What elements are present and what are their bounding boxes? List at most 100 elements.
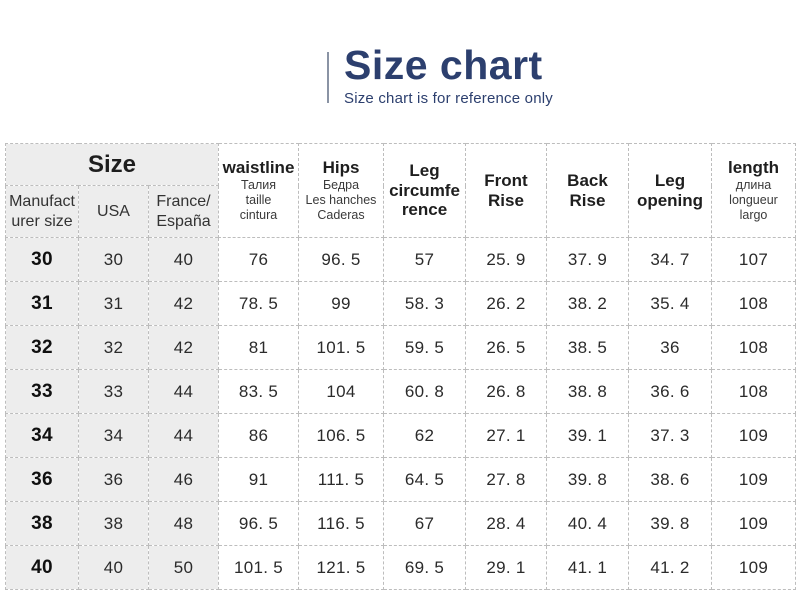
- cell-france-espana: 48: [148, 501, 219, 546]
- cell-france-espana: 42: [148, 281, 219, 326]
- column-header-label: Hips: [322, 157, 360, 177]
- column-header-label: Leg opening: [636, 170, 704, 210]
- cell-usa: 33: [78, 369, 149, 414]
- cell-hips: 101. 5: [298, 325, 384, 370]
- cell-back-rise: 39. 1: [546, 413, 629, 458]
- cell-length: 108: [711, 369, 796, 414]
- cell-manufacturer-size: 33: [5, 369, 79, 414]
- cell-waistline: 101. 5: [218, 545, 299, 590]
- cell-usa: 30: [78, 237, 149, 282]
- table-body: 30 30 40 76 96. 5 57 25. 9 37. 9 34. 7 107 31 31 42 7…: [5, 237, 796, 590]
- column-header-usa: USA: [78, 185, 149, 238]
- page-title: Size chart: [344, 42, 543, 88]
- cell-length: 109: [711, 457, 796, 502]
- table-header-group-row: Size waistline Талия taille cintura Hips…: [5, 143, 796, 238]
- table-row: 34 34 44 86 106. 5 62 27. 1 39. 1 37. 3 109: [5, 413, 796, 458]
- cell-france-espana: 46: [148, 457, 219, 502]
- cell-length: 109: [711, 545, 796, 590]
- cell-leg-circumference: 59. 5: [383, 325, 466, 370]
- cell-leg-opening: 37. 3: [628, 413, 712, 458]
- column-group-header-size: Size: [5, 143, 219, 186]
- cell-usa: 34: [78, 413, 149, 458]
- cell-back-rise: 38. 8: [546, 369, 629, 414]
- cell-back-rise: 38. 5: [546, 325, 629, 370]
- cell-usa: 32: [78, 325, 149, 370]
- cell-manufacturer-size: 30: [5, 237, 79, 282]
- cell-usa: 40: [78, 545, 149, 590]
- cell-length: 107: [711, 237, 796, 282]
- cell-leg-opening: 41. 2: [628, 545, 712, 590]
- cell-hips: 104: [298, 369, 384, 414]
- table-row: 40 40 50 101. 5 121. 5 69. 5 29. 1 41. 1 41. 2 10…: [5, 545, 796, 590]
- cell-leg-opening: 35. 4: [628, 281, 712, 326]
- cell-length: 109: [711, 413, 796, 458]
- column-header-front-rise: Front Rise: [465, 143, 547, 238]
- cell-leg-opening: 36. 6: [628, 369, 712, 414]
- cell-back-rise: 41. 1: [546, 545, 629, 590]
- column-header-waistline: waistline Талия taille cintura: [218, 143, 299, 238]
- cell-leg-circumference: 62: [383, 413, 466, 458]
- column-header-manufacturer-size: Manufacturer size: [5, 185, 79, 238]
- page-subtitle: Size chart is for reference only: [344, 90, 553, 108]
- cell-leg-circumference: 67: [383, 501, 466, 546]
- cell-waistline: 78. 5: [218, 281, 299, 326]
- column-header-label: length: [728, 157, 779, 177]
- cell-length: 109: [711, 501, 796, 546]
- column-header-subtext: длина longueur largo: [729, 178, 778, 223]
- cell-usa: 31: [78, 281, 149, 326]
- column-header-leg-opening: Leg opening: [628, 143, 712, 238]
- cell-hips: 99: [298, 281, 384, 326]
- cell-france-espana: 42: [148, 325, 219, 370]
- cell-front-rise: 28. 4: [465, 501, 547, 546]
- cell-manufacturer-size: 34: [5, 413, 79, 458]
- cell-leg-circumference: 60. 8: [383, 369, 466, 414]
- cell-leg-opening: 34. 7: [628, 237, 712, 282]
- cell-hips: 96. 5: [298, 237, 384, 282]
- cell-back-rise: 38. 2: [546, 281, 629, 326]
- table-row: 30 30 40 76 96. 5 57 25. 9 37. 9 34. 7 107: [5, 237, 796, 282]
- cell-waistline: 91: [218, 457, 299, 502]
- cell-leg-circumference: 69. 5: [383, 545, 466, 590]
- cell-manufacturer-size: 38: [5, 501, 79, 546]
- cell-hips: 106. 5: [298, 413, 384, 458]
- table-row: 36 36 46 91 111. 5 64. 5 27. 8 39. 8 38. 6 109: [5, 457, 796, 502]
- cell-leg-circumference: 58. 3: [383, 281, 466, 326]
- title-text: Size chart Size chart is for reference o…: [344, 42, 553, 108]
- cell-france-espana: 44: [148, 413, 219, 458]
- table-row: 33 33 44 83. 5 104 60. 8 26. 8 38. 8 36. 6 108: [5, 369, 796, 414]
- column-header-hips: Hips Бедра Les hanches Caderas: [298, 143, 384, 238]
- cell-front-rise: 25. 9: [465, 237, 547, 282]
- cell-length: 108: [711, 281, 796, 326]
- cell-back-rise: 40. 4: [546, 501, 629, 546]
- cell-back-rise: 39. 8: [546, 457, 629, 502]
- cell-front-rise: 26. 2: [465, 281, 547, 326]
- cell-waistline: 96. 5: [218, 501, 299, 546]
- cell-manufacturer-size: 36: [5, 457, 79, 502]
- cell-back-rise: 37. 9: [546, 237, 629, 282]
- title-accent-bar: [327, 52, 329, 104]
- cell-manufacturer-size: 32: [5, 325, 79, 370]
- cell-leg-circumference: 57: [383, 237, 466, 282]
- cell-leg-opening: 38. 6: [628, 457, 712, 502]
- column-header-subtext: Бедра Les hanches Caderas: [305, 178, 377, 223]
- cell-waistline: 81: [218, 325, 299, 370]
- column-header-length: length длина longueur largo: [711, 143, 796, 238]
- cell-hips: 116. 5: [298, 501, 384, 546]
- cell-leg-opening: 36: [628, 325, 712, 370]
- cell-manufacturer-size: 40: [5, 545, 79, 590]
- cell-usa: 38: [78, 501, 149, 546]
- column-header-back-rise: Back Rise: [546, 143, 629, 238]
- cell-front-rise: 27. 8: [465, 457, 547, 502]
- cell-france-espana: 44: [148, 369, 219, 414]
- cell-hips: 121. 5: [298, 545, 384, 590]
- cell-france-espana: 50: [148, 545, 219, 590]
- column-header-label: waistline: [222, 157, 295, 177]
- column-header-label: Front Rise: [484, 170, 528, 210]
- table-subheader-row: Manufacturer size USA France/España: [5, 185, 796, 238]
- cell-front-rise: 27. 1: [465, 413, 547, 458]
- cell-front-rise: 26. 5: [465, 325, 547, 370]
- cell-manufacturer-size: 31: [5, 281, 79, 326]
- size-chart-table: Size waistline Талия taille cintura Hips…: [5, 143, 796, 590]
- title-block: Size chart Size chart is for reference o…: [327, 42, 553, 108]
